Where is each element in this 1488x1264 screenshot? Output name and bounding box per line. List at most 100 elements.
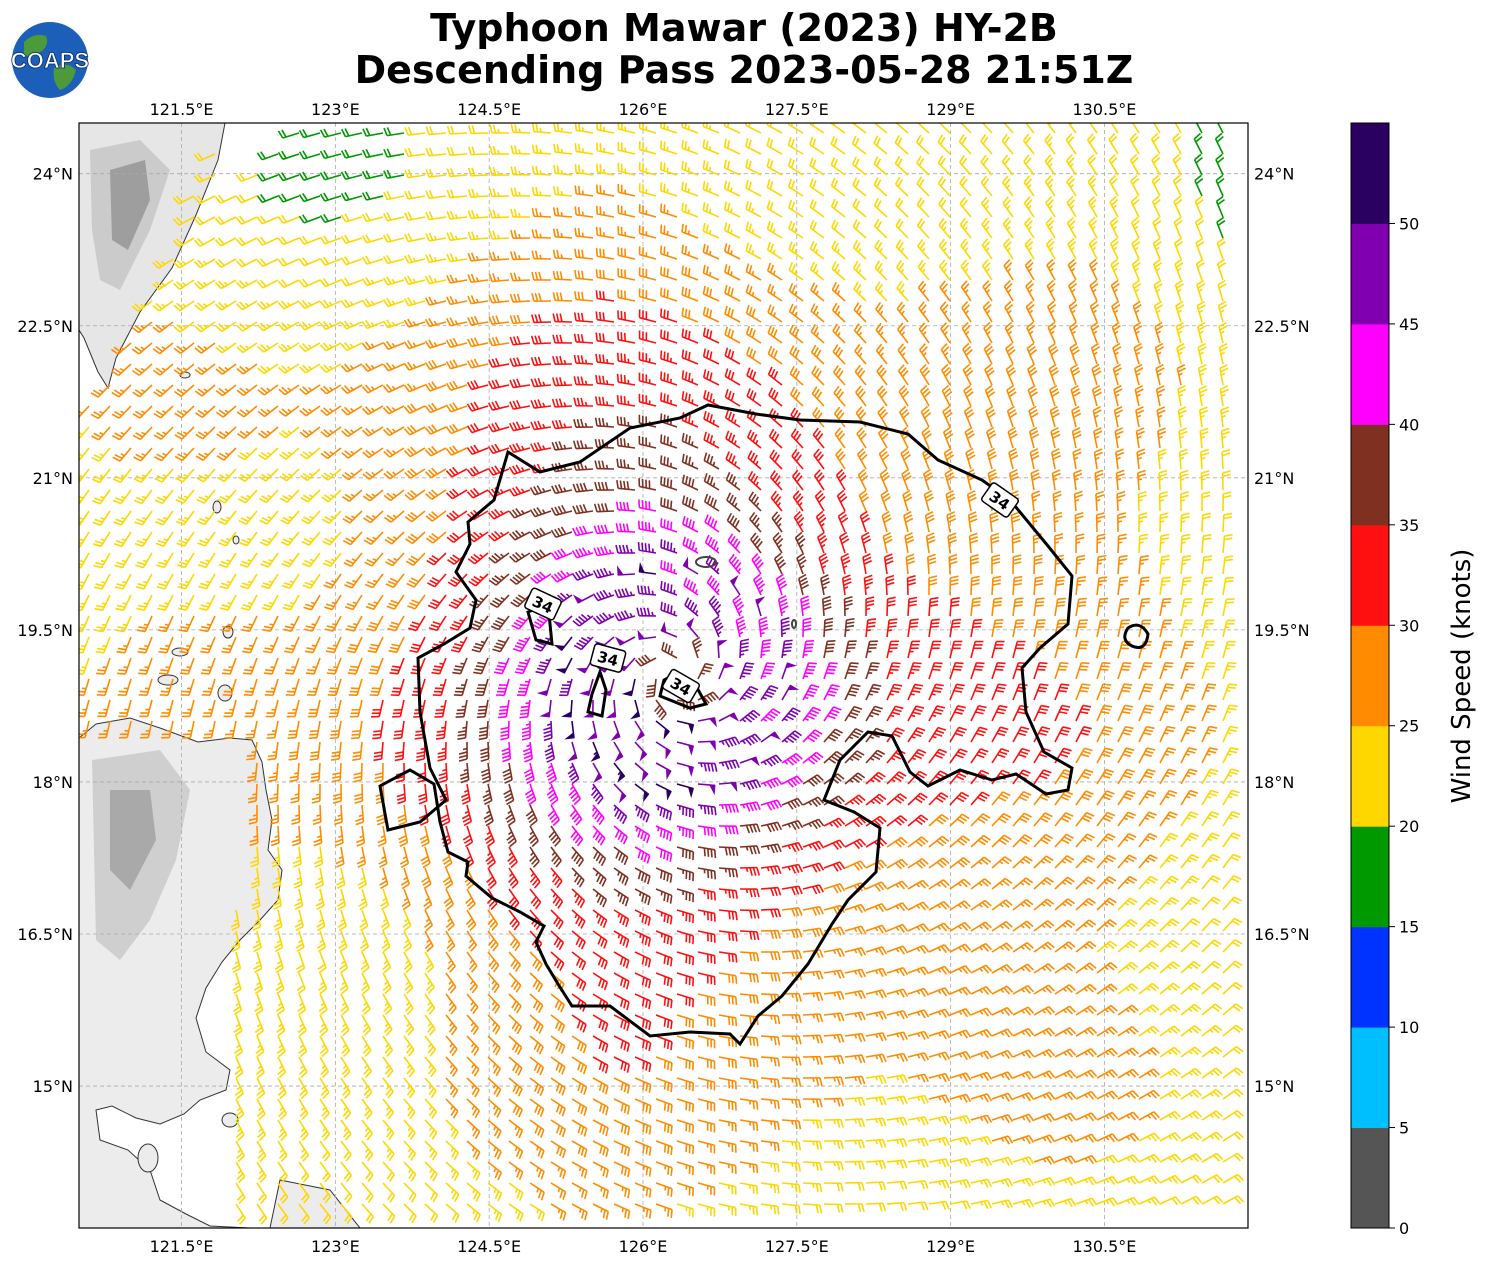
wind-barb <box>617 162 636 176</box>
colorbar-tick-label: 20 <box>1399 817 1419 836</box>
colorbar-segment <box>1351 424 1389 526</box>
wind-barb <box>980 196 993 218</box>
wind-barb <box>383 191 405 201</box>
colorbar-tick-label: 25 <box>1399 717 1419 736</box>
wind-barb <box>553 164 573 176</box>
wind-barb <box>1215 174 1225 197</box>
lat-tick-label-left: 15°N <box>33 1077 73 1096</box>
wind-barb <box>1172 174 1182 197</box>
wind-barb <box>894 135 909 155</box>
wind-barb <box>723 180 741 197</box>
wind-barb <box>1087 154 1098 176</box>
wind-barb <box>172 195 195 205</box>
wind-barb <box>830 177 846 197</box>
wind-barb <box>425 147 447 157</box>
wind-barb <box>277 193 300 203</box>
wind-barb <box>361 191 384 201</box>
wind-barb <box>235 194 258 204</box>
wind-barb <box>809 178 825 197</box>
wind-barb <box>1214 132 1224 155</box>
wind-barb <box>1044 154 1056 176</box>
wind-barb <box>1108 133 1119 155</box>
wind-barb <box>510 145 531 155</box>
wind-barb <box>214 216 237 226</box>
lat-tick-label-right: 22.5°N <box>1254 317 1310 336</box>
wind-barb <box>1065 133 1077 155</box>
wind-barb <box>980 175 993 197</box>
wind-barb <box>980 154 993 176</box>
wind-barb <box>596 142 615 155</box>
wind-barb <box>574 185 594 197</box>
wind-barb <box>489 166 510 177</box>
colorbar-tick-label: 45 <box>1399 315 1419 334</box>
wind-barb <box>553 143 573 155</box>
wind-barb <box>193 195 216 205</box>
wind-barb <box>873 156 888 176</box>
wind-barb <box>172 216 195 226</box>
wind-barb <box>745 179 762 197</box>
wind-barb <box>193 216 216 226</box>
lat-tick-label-left: 19.5°N <box>17 621 73 640</box>
wind-barb <box>916 197 930 218</box>
colorbar-tick-label: 30 <box>1399 616 1419 635</box>
wind-barb <box>638 123 657 134</box>
wind-barb <box>256 172 279 182</box>
wind-barb <box>596 163 615 176</box>
colorbar-segment <box>1351 323 1389 425</box>
wind-barb <box>404 211 426 222</box>
wind-barb <box>937 176 951 197</box>
lat-tick-label-left: 21°N <box>33 469 73 488</box>
wind-barb <box>617 205 636 218</box>
wind-barb <box>467 209 489 220</box>
wind-barb <box>383 169 405 179</box>
wind-barb <box>787 157 804 176</box>
wind-barb <box>851 156 867 176</box>
wind-barb <box>383 127 405 137</box>
wind-barb <box>787 123 804 134</box>
wind-barb <box>340 192 363 202</box>
lon-tick-label-top: 124.5°E <box>457 100 521 119</box>
wind-barb <box>277 129 300 139</box>
wind-barb <box>510 166 531 176</box>
wind-barb <box>660 161 678 176</box>
wind-barb <box>361 170 384 180</box>
lon-tick-label-bottom: 127.5°E <box>765 1237 829 1256</box>
wind-barb <box>531 123 552 134</box>
wind-barb <box>446 210 468 220</box>
wind-barb <box>298 171 321 181</box>
wind-barb <box>723 138 741 155</box>
map-title-line1: Typhoon Mawar (2023) HY-2B <box>430 6 1058 50</box>
wind-barb <box>915 134 930 155</box>
logo-text: COAPS <box>11 48 89 73</box>
wind-barb <box>319 128 342 138</box>
wind-barb <box>873 177 888 197</box>
wind-barb <box>895 123 909 134</box>
wind-barb <box>873 135 888 155</box>
wind-barb <box>467 146 489 156</box>
wind-barb <box>745 158 762 176</box>
wind-barb <box>1001 154 1014 176</box>
wind-barb <box>723 159 741 176</box>
wind-barb <box>214 194 237 204</box>
wind-barb <box>277 214 300 225</box>
wind-barb <box>1150 132 1161 155</box>
wind-barb <box>681 160 699 176</box>
wind-barb <box>467 167 489 177</box>
wind-barb <box>425 168 447 178</box>
wind-barb <box>489 188 510 198</box>
wind-barb <box>1174 123 1182 134</box>
wind-barb <box>830 156 846 176</box>
wind-barb <box>467 188 489 198</box>
wind-barb <box>809 157 825 176</box>
colorbar-tick-label: 40 <box>1399 415 1419 434</box>
colorbar-tick-label: 50 <box>1399 214 1419 233</box>
wind-barb <box>256 193 279 204</box>
wind-barb <box>851 123 867 134</box>
colorbar-segment <box>1351 223 1389 325</box>
wind-barb <box>830 136 846 155</box>
wind-barb <box>446 146 468 157</box>
wind-barb <box>894 155 909 176</box>
wind-barb <box>361 212 384 223</box>
wind-barb <box>660 140 678 155</box>
wind-barb <box>617 141 636 155</box>
